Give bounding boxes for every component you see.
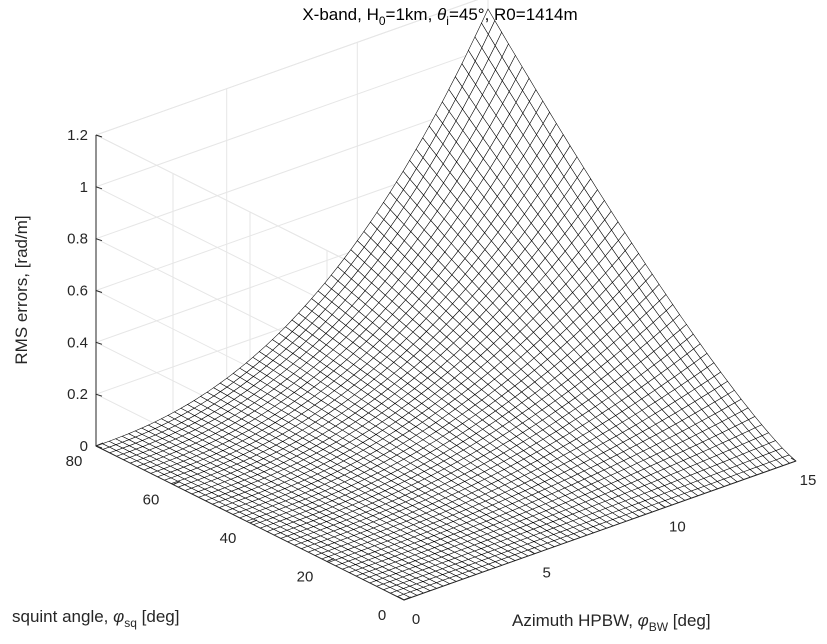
y-tick-mark <box>326 558 335 562</box>
x-tick-mark <box>790 457 797 462</box>
y-tick-label: 0 <box>378 607 386 624</box>
x-tick-label: 0 <box>412 611 420 628</box>
x-tick-mark <box>529 550 535 555</box>
z-tick-label: 0.4 <box>67 334 88 351</box>
z-tick-mark <box>95 393 103 397</box>
y-tick-mark <box>95 442 104 447</box>
z-tick-label: 1 <box>80 179 88 196</box>
x-axis-label: Azimuth HPBW, φBW [deg] <box>512 611 711 634</box>
y-tick-mark <box>249 519 258 524</box>
y-tick-label: 40 <box>220 530 237 547</box>
z-tick-label: 0.2 <box>67 386 88 403</box>
z-tick-mark <box>95 186 103 190</box>
z-tick-label: 0 <box>80 438 88 455</box>
z-tick-label: 0.6 <box>67 283 88 300</box>
z-tick-label: 0.8 <box>67 231 88 248</box>
z-tick-mark <box>95 445 103 449</box>
z-tick-mark <box>95 238 103 242</box>
y-tick-mark <box>172 481 181 485</box>
y-tick-label: 60 <box>143 492 160 509</box>
z-tick-mark <box>95 341 103 345</box>
x-tick-mark <box>660 503 666 508</box>
x-tick-mark <box>398 596 405 601</box>
z-tick-mark <box>95 290 103 293</box>
y-tick-label: 20 <box>297 569 314 586</box>
x-tick-label: 15 <box>800 472 817 489</box>
z-tick-label: 1.2 <box>67 127 88 144</box>
chart-title: X-band, H0=1km, θi=45°, R0=1414m <box>302 5 577 28</box>
x-axis-line <box>403 460 797 601</box>
y-tick-mark <box>403 596 412 601</box>
x-tick-label: 5 <box>542 565 550 582</box>
z-axis-label: RMS errors, [rad/m] <box>12 215 31 364</box>
y-tick-label: 80 <box>66 453 83 470</box>
surface-mesh <box>95 8 797 601</box>
z-tick-mark <box>95 134 103 138</box>
y-axis-label: squint angle, φsq [deg] <box>12 607 179 630</box>
box-edge <box>95 0 479 136</box>
x-tick-label: 10 <box>669 518 686 535</box>
